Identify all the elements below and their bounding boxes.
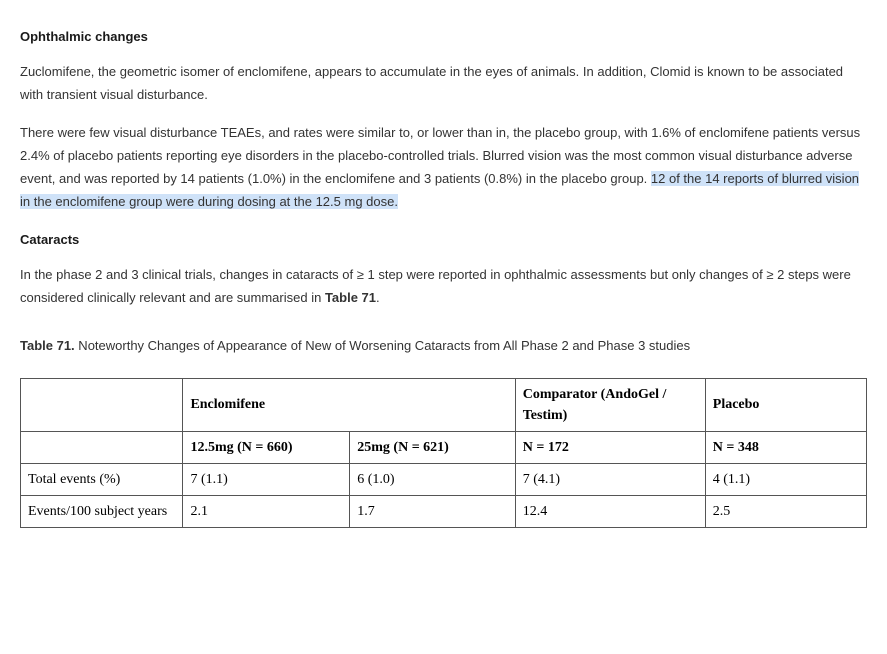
paragraph-intro: Zuclomifene, the geometric isomer of enc… — [20, 61, 867, 107]
th-enclomifene: Enclomifene — [183, 378, 515, 431]
cell-plac: 4 (1.1) — [705, 463, 866, 495]
table-row: Events/100 subject years 2.1 1.7 12.4 2.… — [21, 495, 867, 527]
cell-enc125: 7 (1.1) — [183, 463, 350, 495]
paragraph-teae: There were few visual disturbance TEAEs,… — [20, 122, 867, 213]
th-placebo: Placebo — [705, 378, 866, 431]
table-caption-text: Noteworthy Changes of Appearance of New … — [75, 338, 690, 353]
cataract-table: Enclomifene Comparator (AndoGel / Testim… — [20, 378, 867, 528]
th2-enc125: 12.5mg (N = 660) — [183, 431, 350, 463]
th-comparator: Comparator (AndoGel / Testim) — [515, 378, 705, 431]
heading-cataracts: Cataracts — [20, 229, 867, 252]
paragraph-cataracts-a: In the phase 2 and 3 clinical trials, ch… — [20, 267, 851, 305]
cell-comp: 12.4 — [515, 495, 705, 527]
table-ref: Table 71 — [325, 290, 376, 305]
paragraph-cataracts-c: . — [376, 290, 380, 305]
th2-comp: N = 172 — [515, 431, 705, 463]
cell-label: Events/100 subject years — [21, 495, 183, 527]
th2-plac: N = 348 — [705, 431, 866, 463]
cell-plac: 2.5 — [705, 495, 866, 527]
heading-ophthalmic: Ophthalmic changes — [20, 26, 867, 49]
cell-comp: 7 (4.1) — [515, 463, 705, 495]
cell-enc25: 1.7 — [350, 495, 515, 527]
cell-label: Total events (%) — [21, 463, 183, 495]
table-header-row-1: Enclomifene Comparator (AndoGel / Testim… — [21, 378, 867, 431]
table-row: Total events (%) 7 (1.1) 6 (1.0) 7 (4.1)… — [21, 463, 867, 495]
th2-blank — [21, 431, 183, 463]
table-header-row-2: 12.5mg (N = 660) 25mg (N = 621) N = 172 … — [21, 431, 867, 463]
table-number: Table 71. — [20, 338, 75, 353]
cell-enc25: 6 (1.0) — [350, 463, 515, 495]
table-caption: Table 71. Noteworthy Changes of Appearan… — [20, 336, 867, 356]
th2-enc25: 25mg (N = 621) — [350, 431, 515, 463]
th-blank — [21, 378, 183, 431]
cell-enc125: 2.1 — [183, 495, 350, 527]
paragraph-cataracts: In the phase 2 and 3 clinical trials, ch… — [20, 264, 867, 310]
